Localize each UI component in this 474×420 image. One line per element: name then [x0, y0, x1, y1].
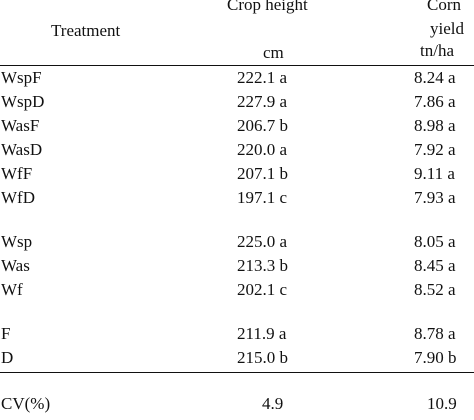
row-yield: 8.52 a	[414, 280, 456, 299]
row-yield: 8.24 a	[414, 68, 456, 87]
row-height: 222.1 a	[237, 68, 288, 87]
row-height: 227.9 a	[237, 92, 288, 111]
header-corn-yield-line2: yield	[430, 19, 464, 38]
row-yield: 8.78 a	[414, 324, 456, 343]
row-label: WfD	[1, 188, 35, 207]
header-rule	[0, 65, 474, 66]
cv-label: CV(%)	[1, 394, 51, 413]
header-crop-height: Crop height	[227, 0, 308, 14]
row-yield: 8.98 a	[414, 116, 456, 135]
row-label: Wf	[1, 280, 23, 299]
row-label: WspF	[1, 68, 42, 87]
row-yield: 7.86 a	[414, 92, 456, 111]
row-yield: 7.90 b	[414, 348, 457, 367]
row-label: D	[1, 348, 14, 367]
cv-yield: 10.9	[427, 394, 457, 413]
row-height: 213.3 b	[237, 256, 288, 275]
header-corn-yield-unit: tn/ha	[420, 41, 454, 60]
header-treatment: Treatment	[51, 21, 121, 40]
header-corn-yield-line1: Corn	[427, 0, 461, 14]
row-height: 220.0 a	[237, 140, 288, 159]
row-yield: 7.93 a	[414, 188, 456, 207]
row-label: Wsp	[1, 232, 33, 251]
header-crop-height-unit: cm	[263, 43, 284, 62]
row-yield: 9.11 a	[414, 164, 455, 183]
row-height: 207.1 b	[237, 164, 288, 183]
row-label: WspD	[1, 92, 45, 111]
row-yield: 8.05 a	[414, 232, 456, 251]
row-yield: 7.92 a	[414, 140, 456, 159]
row-label: WasD	[1, 140, 43, 159]
row-height: 202.1 c	[237, 280, 288, 299]
row-label: Was	[1, 256, 30, 275]
cv-rule	[0, 372, 474, 373]
row-label: WasF	[1, 116, 40, 135]
row-label: WfF	[1, 164, 33, 183]
row-height: 197.1 c	[237, 188, 288, 207]
row-yield: 8.45 a	[414, 256, 456, 275]
row-label: F	[1, 324, 11, 343]
row-height: 225.0 a	[237, 232, 288, 251]
row-height: 211.9 a	[237, 324, 287, 343]
row-height: 206.7 b	[237, 116, 288, 135]
row-height: 215.0 b	[237, 348, 288, 367]
cv-height: 4.9	[262, 394, 284, 413]
